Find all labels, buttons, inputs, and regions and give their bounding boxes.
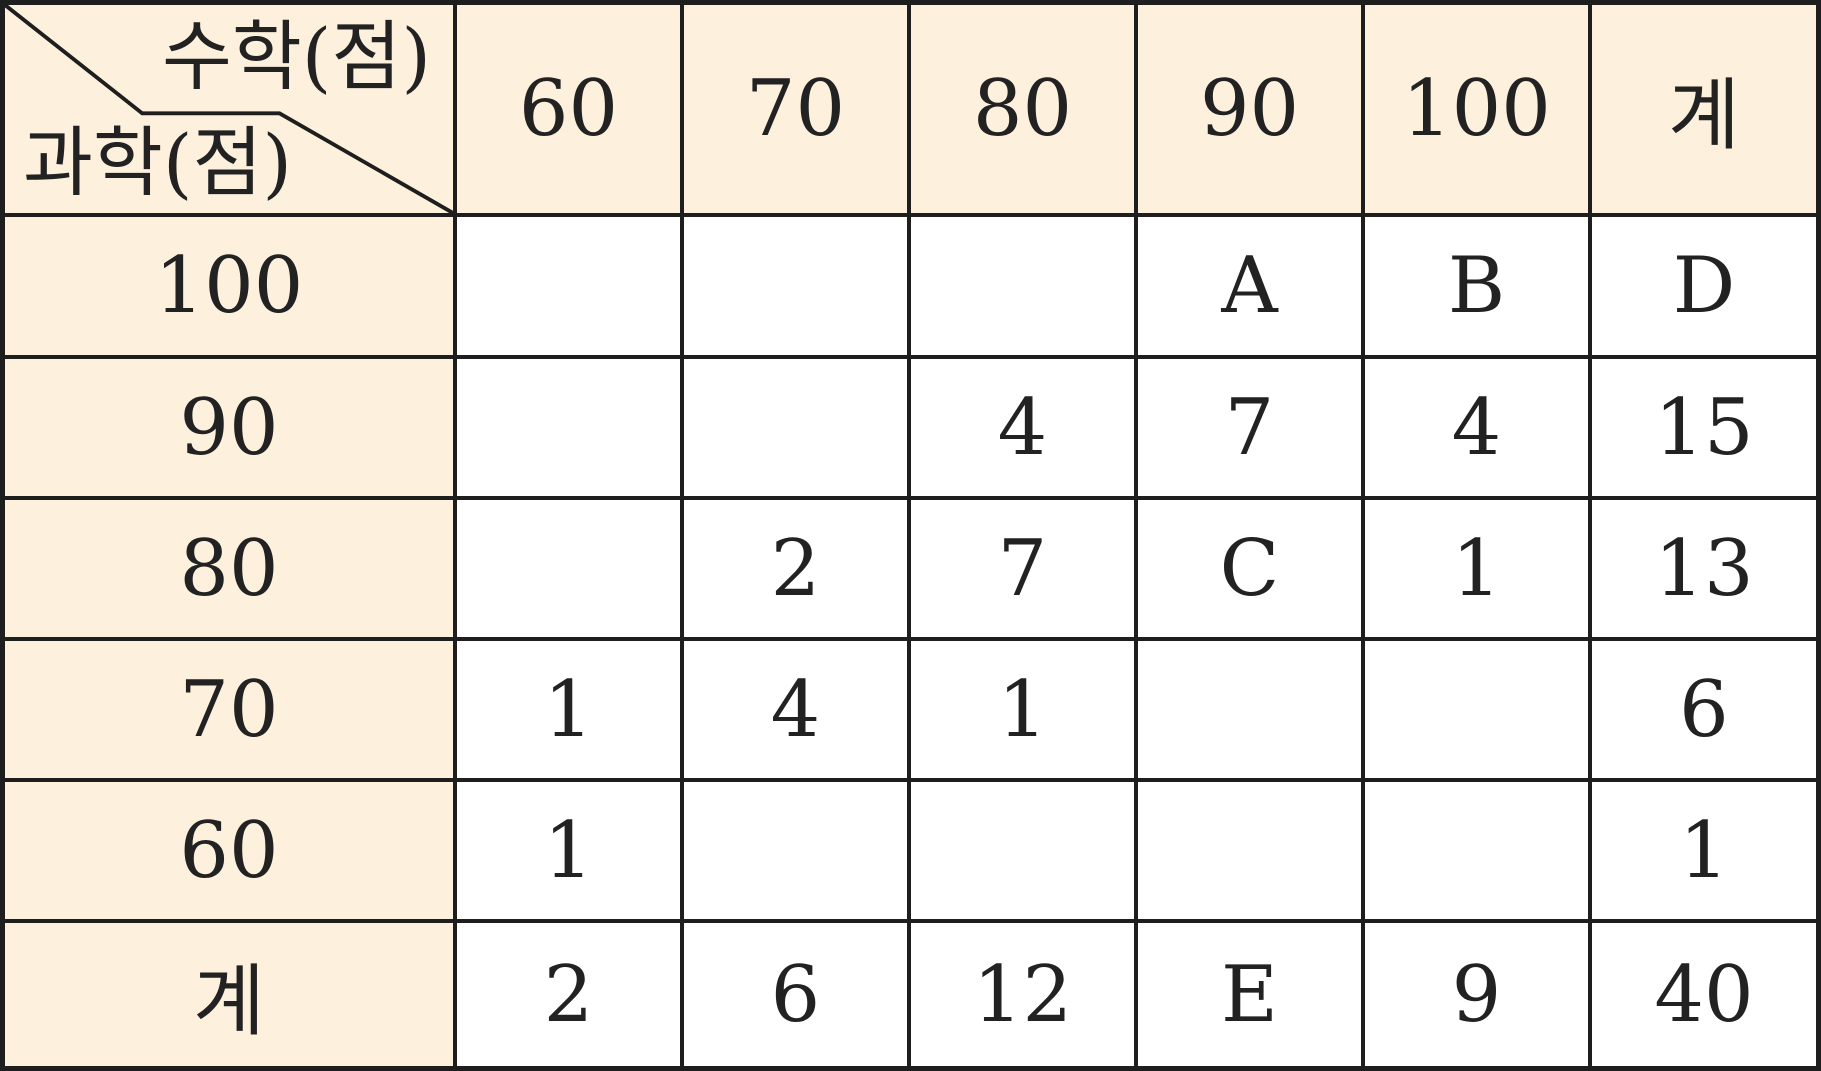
table-cell xyxy=(457,359,684,500)
table-cell xyxy=(1138,782,1365,923)
column-header-total: 계 xyxy=(1592,0,1821,217)
column-header: 60 xyxy=(457,0,684,217)
row-header: 100 xyxy=(0,217,457,359)
table-cell-total: 15 xyxy=(1592,359,1821,500)
table-cell-total: D xyxy=(1592,217,1821,359)
table-cell xyxy=(1365,782,1592,923)
table-cell xyxy=(684,359,911,500)
table-cell: 4 xyxy=(1365,359,1592,500)
table-cell xyxy=(457,500,684,641)
table-cell xyxy=(911,217,1138,359)
column-header: 90 xyxy=(1138,0,1365,217)
table-cell xyxy=(1138,641,1365,782)
table-cell: B xyxy=(1365,217,1592,359)
table-cell: 9 xyxy=(1365,923,1592,1071)
table-cell: 6 xyxy=(684,923,911,1071)
table-cell: 1 xyxy=(457,782,684,923)
row-header: 70 xyxy=(0,641,457,782)
table-cell: 1 xyxy=(457,641,684,782)
table-cell: 1 xyxy=(1365,500,1592,641)
column-axis-label: 수학(점) xyxy=(161,12,431,101)
table-cell: 2 xyxy=(684,500,911,641)
table-corner-cell: 수학(점) 과학(점) xyxy=(0,0,457,217)
table-cell: 7 xyxy=(911,500,1138,641)
column-header: 100 xyxy=(1365,0,1592,217)
table-cell: 4 xyxy=(684,641,911,782)
table-cell xyxy=(1365,641,1592,782)
table-cell: 4 xyxy=(911,359,1138,500)
table-cell xyxy=(684,782,911,923)
table-cell: 1 xyxy=(911,641,1138,782)
table-cell-total: 1 xyxy=(1592,782,1821,923)
table-cell: 2 xyxy=(457,923,684,1071)
row-header: 90 xyxy=(0,359,457,500)
table-cell xyxy=(684,217,911,359)
column-header: 70 xyxy=(684,0,911,217)
row-axis-label: 과학(점) xyxy=(23,118,293,207)
table-cell: 7 xyxy=(1138,359,1365,500)
table-cell xyxy=(911,782,1138,923)
column-header: 80 xyxy=(911,0,1138,217)
table-cell: C xyxy=(1138,500,1365,641)
row-header-total: 계 xyxy=(0,923,457,1071)
table-cell: 12 xyxy=(911,923,1138,1071)
table-cell: A xyxy=(1138,217,1365,359)
table-cell-grand-total: 40 xyxy=(1592,923,1821,1071)
row-header: 60 xyxy=(0,782,457,923)
diagonal-divider xyxy=(5,5,453,213)
table-cell-total: 13 xyxy=(1592,500,1821,641)
table-cell-total: 6 xyxy=(1592,641,1821,782)
table-cell: E xyxy=(1138,923,1365,1071)
table-cell xyxy=(457,217,684,359)
row-header: 80 xyxy=(0,500,457,641)
